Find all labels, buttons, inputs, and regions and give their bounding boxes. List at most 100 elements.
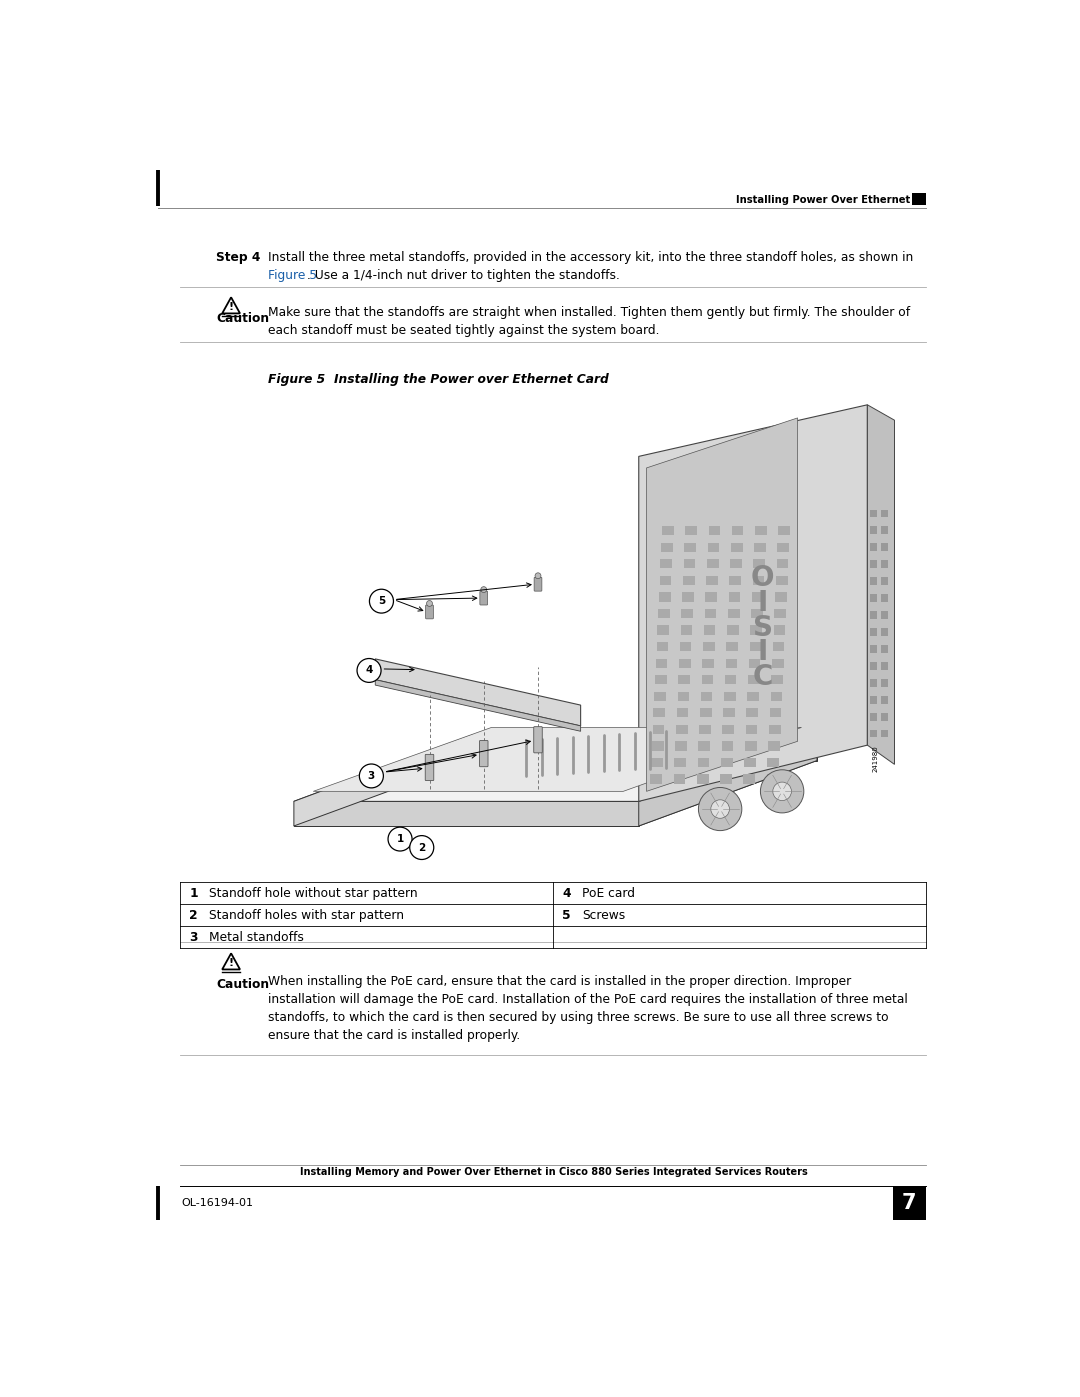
Bar — [656, 675, 666, 685]
Bar — [880, 560, 889, 569]
Bar — [893, 1186, 926, 1220]
Polygon shape — [638, 735, 816, 826]
Circle shape — [388, 827, 413, 851]
Bar — [652, 742, 663, 750]
Text: Standoff holes with star pattern: Standoff holes with star pattern — [210, 909, 404, 922]
Bar — [880, 543, 889, 550]
Bar — [724, 708, 734, 718]
Text: Figure 5: Figure 5 — [268, 268, 318, 282]
Bar — [755, 527, 767, 535]
Bar — [880, 510, 889, 517]
Bar — [724, 692, 735, 701]
Bar — [661, 542, 673, 552]
Bar — [880, 712, 889, 721]
Text: 3: 3 — [368, 771, 375, 781]
Bar — [679, 643, 691, 651]
Text: Step 4: Step 4 — [216, 251, 260, 264]
Bar — [769, 725, 781, 733]
Text: 4: 4 — [365, 665, 373, 676]
Text: standoffs, to which the card is then secured by using three screws. Be sure to u: standoffs, to which the card is then sec… — [268, 1011, 889, 1024]
Text: 4: 4 — [562, 887, 570, 900]
Circle shape — [773, 782, 792, 800]
Bar — [674, 774, 685, 784]
Bar — [732, 527, 743, 535]
Circle shape — [409, 835, 434, 859]
Text: Installing Power Over Ethernet: Installing Power Over Ethernet — [735, 194, 910, 204]
Polygon shape — [647, 418, 798, 791]
Bar — [675, 742, 687, 750]
Bar — [880, 696, 889, 704]
Bar — [869, 629, 877, 636]
Text: 3: 3 — [189, 930, 198, 944]
Bar — [745, 725, 757, 733]
Bar — [723, 725, 734, 733]
Circle shape — [481, 587, 487, 592]
Bar — [653, 708, 665, 718]
Bar — [869, 679, 877, 686]
Bar — [880, 629, 889, 636]
Text: 241980: 241980 — [873, 746, 878, 773]
Bar — [662, 527, 674, 535]
Bar — [880, 610, 889, 619]
Bar — [720, 774, 732, 784]
Bar — [880, 527, 889, 534]
Bar — [660, 576, 672, 585]
Bar — [768, 742, 780, 750]
FancyBboxPatch shape — [535, 577, 542, 591]
Bar — [774, 609, 786, 617]
FancyBboxPatch shape — [480, 591, 488, 605]
Bar — [770, 692, 782, 701]
Bar — [869, 662, 877, 669]
Text: 1: 1 — [396, 834, 404, 844]
Circle shape — [357, 658, 381, 682]
Bar — [730, 559, 742, 569]
Polygon shape — [472, 735, 816, 760]
Text: !: ! — [229, 958, 233, 968]
Bar — [654, 692, 666, 701]
Bar — [751, 626, 762, 634]
Bar — [869, 560, 877, 569]
Bar — [699, 725, 711, 733]
Bar — [869, 577, 877, 585]
Text: Install the three metal standoffs, provided in the accessory kit, into the three: Install the three metal standoffs, provi… — [268, 251, 914, 264]
Bar — [680, 626, 692, 634]
Text: Caution: Caution — [216, 312, 270, 326]
Bar — [708, 527, 720, 535]
Bar — [746, 708, 758, 718]
Text: Figure 5: Figure 5 — [268, 373, 325, 386]
Bar — [652, 725, 664, 733]
Polygon shape — [313, 728, 801, 791]
Bar — [869, 510, 877, 517]
Text: 7: 7 — [902, 1193, 917, 1213]
Bar — [721, 757, 732, 767]
Text: Metal standoffs: Metal standoffs — [210, 930, 305, 944]
Bar — [702, 675, 713, 685]
Bar — [683, 592, 693, 602]
Bar — [752, 592, 764, 602]
Bar — [869, 527, 877, 534]
Bar — [775, 592, 786, 602]
Text: When installing the PoE card, ensure that the card is installed in the proper di: When installing the PoE card, ensure tha… — [268, 975, 851, 988]
Text: O
I
S
I
C: O I S I C — [751, 564, 774, 692]
Bar — [880, 662, 889, 669]
Bar — [869, 712, 877, 721]
Polygon shape — [638, 405, 867, 802]
Bar — [751, 609, 762, 617]
Bar — [779, 527, 789, 535]
Bar — [674, 757, 686, 767]
Bar — [676, 725, 688, 733]
Circle shape — [760, 770, 804, 813]
Text: Make sure that the standoffs are straight when installed. Tighten them gently bu: Make sure that the standoffs are straigh… — [268, 306, 910, 320]
Bar — [700, 708, 712, 718]
Text: each standoff must be seated tightly against the system board.: each standoff must be seated tightly aga… — [268, 324, 660, 337]
Polygon shape — [294, 735, 472, 826]
Bar — [721, 742, 733, 750]
Bar — [743, 774, 755, 784]
Bar — [754, 559, 765, 569]
Bar — [705, 592, 717, 602]
Bar — [912, 193, 926, 205]
Circle shape — [360, 764, 383, 788]
Bar — [650, 774, 662, 784]
Text: 5: 5 — [378, 597, 386, 606]
Bar — [880, 645, 889, 652]
